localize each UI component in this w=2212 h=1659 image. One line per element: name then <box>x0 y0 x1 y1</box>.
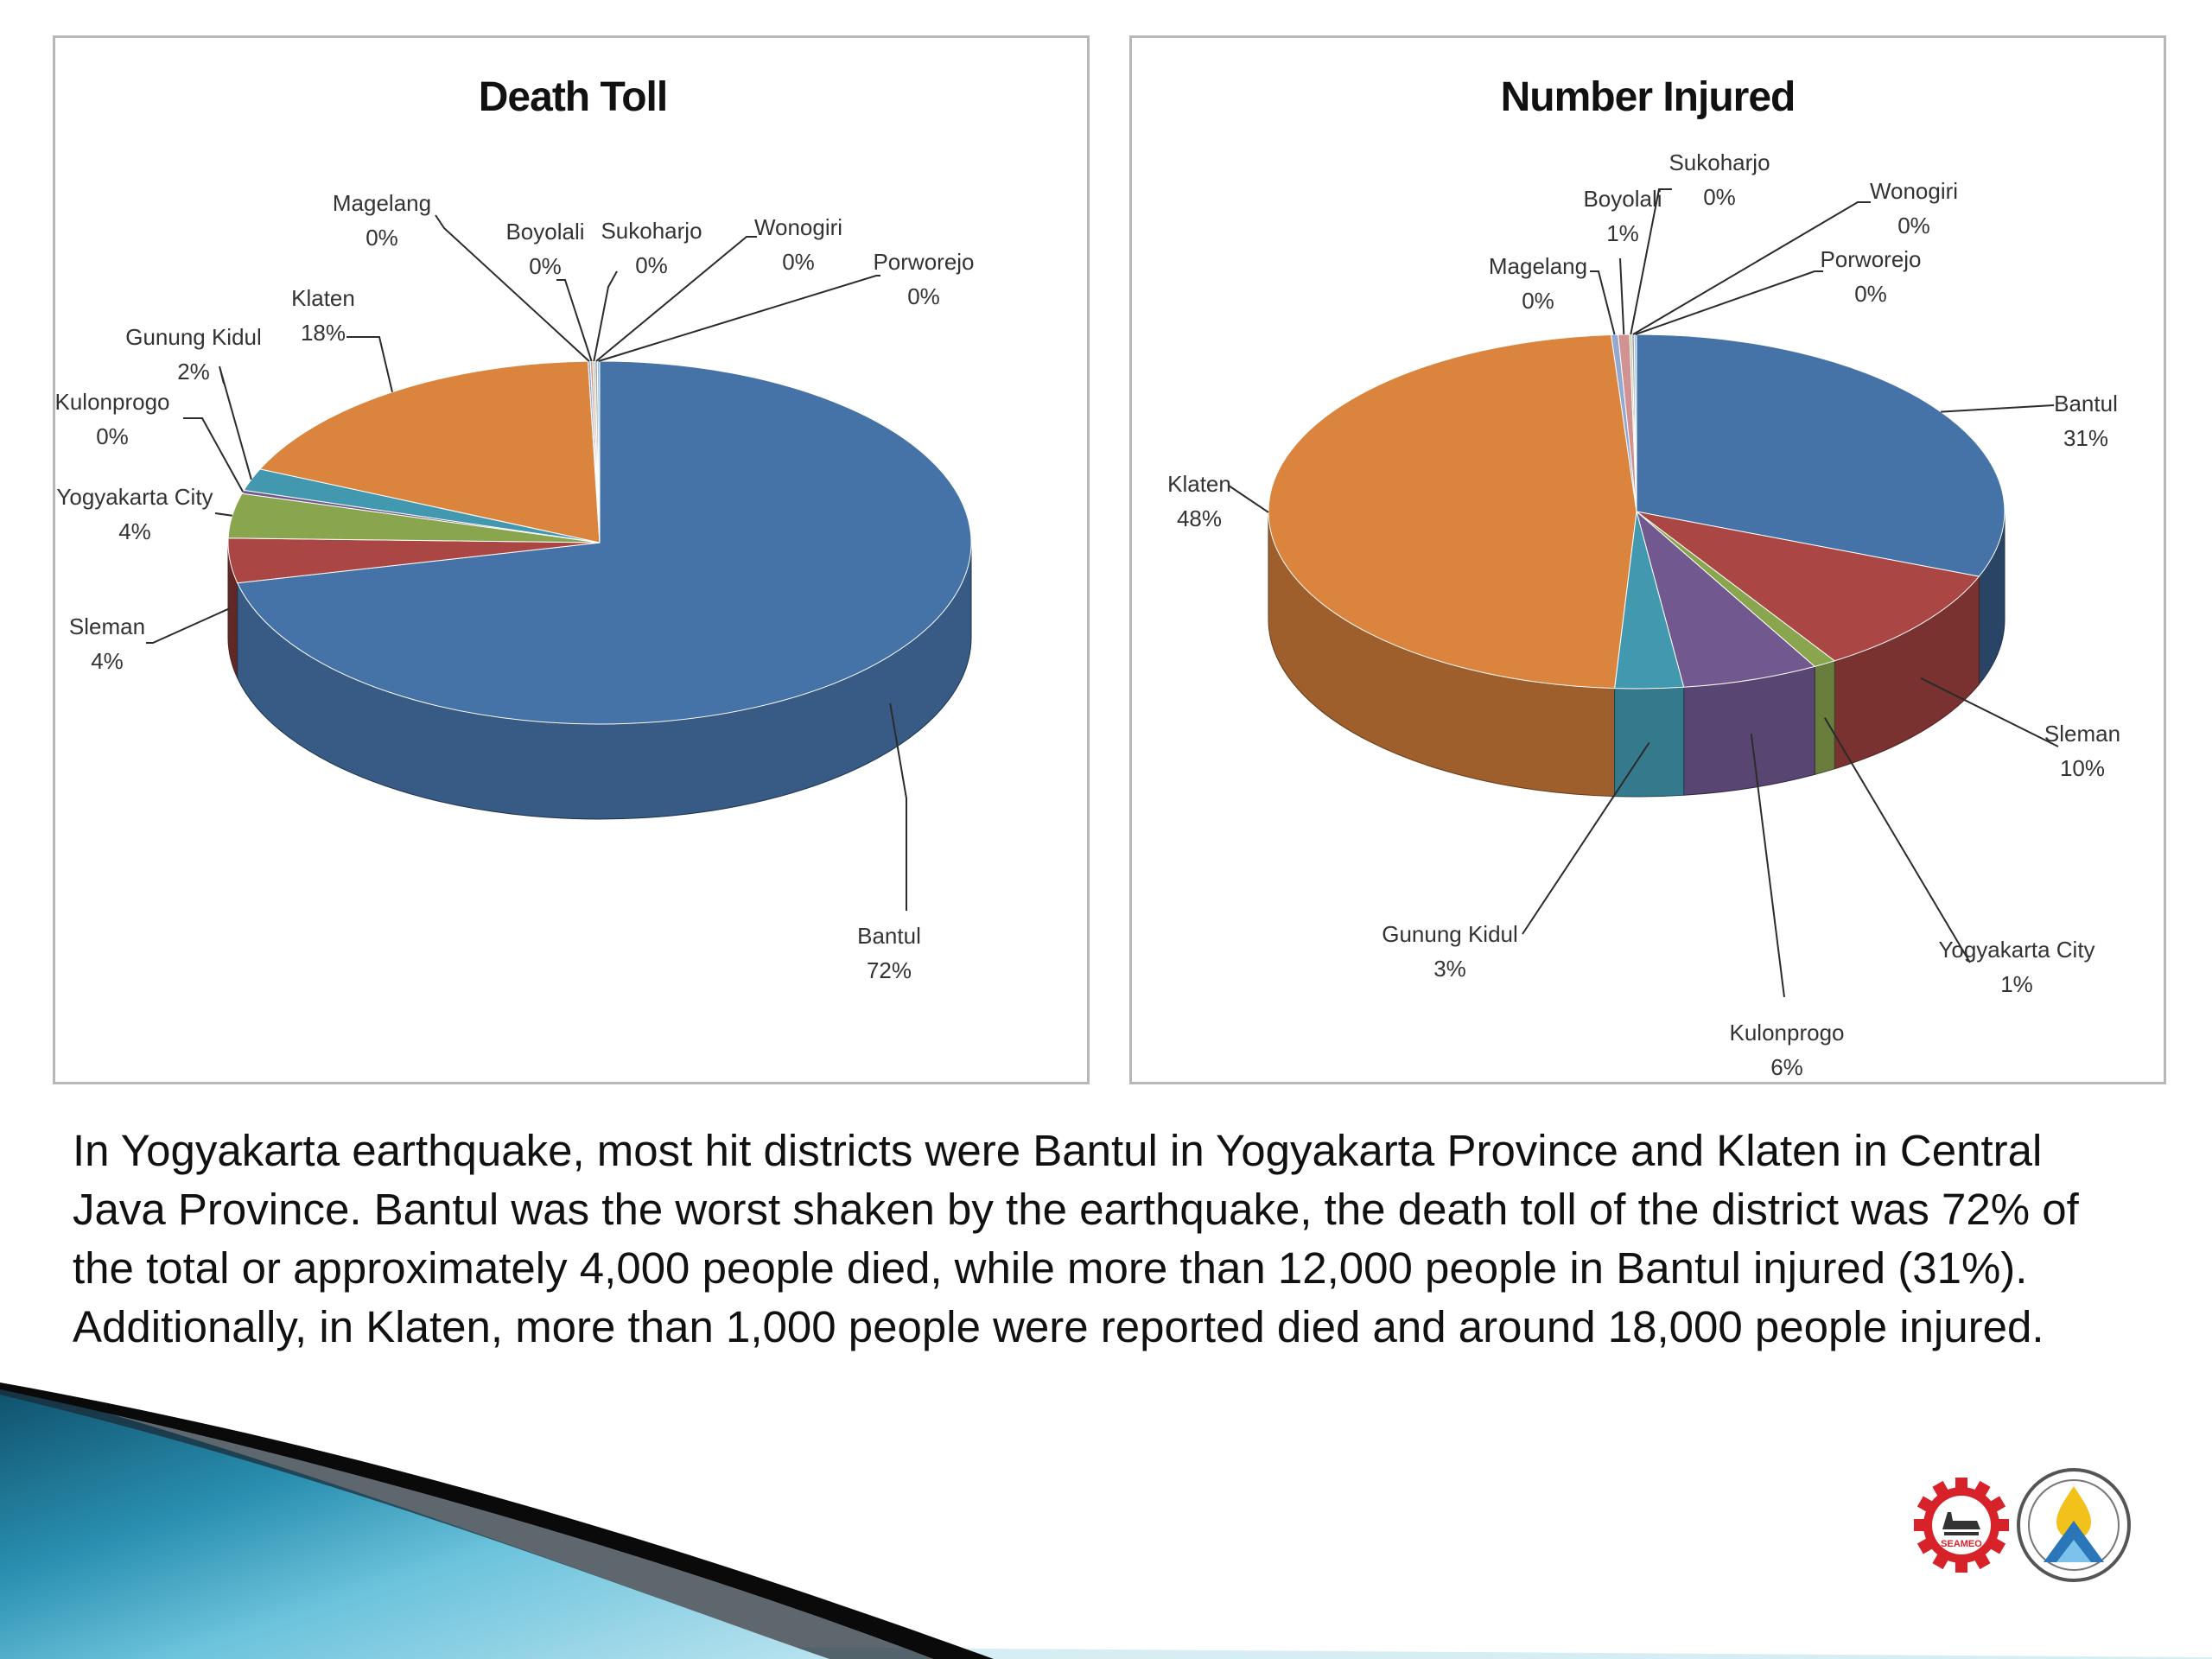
water-drop-mountain-icon <box>2017 1468 2131 1582</box>
caption-paragraph: In Yogyakarta earthquake, most hit distr… <box>73 1126 2079 1351</box>
leader-line-bantul <box>889 702 907 911</box>
slice-value-kulonprogo: 0% <box>96 423 129 449</box>
slice-value-gunung-kidul: 2% <box>177 359 210 385</box>
slice-value-bantul: 31% <box>2063 425 2108 451</box>
leader-line-magelang <box>435 214 590 362</box>
slice-value-boyolali: 0% <box>529 253 562 279</box>
slice-value-sleman: 4% <box>91 648 124 674</box>
leader-line-boyolali <box>556 279 593 362</box>
leader-line-magelang <box>1590 270 1616 335</box>
slice-value-magelang: 0% <box>365 225 398 251</box>
leader-line-yogyakarta-city <box>1823 717 1971 963</box>
slice-value-gunung-kidul: 3% <box>1433 956 1466 982</box>
slice-label-bantul: Bantul <box>2054 391 2118 416</box>
slice-label-yogyakarta-city: Yogyakarta City <box>1938 937 2094 963</box>
slice-value-sleman: 10% <box>2060 755 2105 781</box>
slice-label-porworejo: Porworejo <box>1820 246 1921 272</box>
leader-line-klaten <box>1228 485 1269 513</box>
leader-line-kulonprogo <box>183 417 245 493</box>
leader-line-sukoharjo <box>593 270 618 362</box>
slice-value-wonogiri: 0% <box>1897 213 1930 238</box>
slice-label-kulonprogo: Kulonprogo <box>1730 1020 1845 1046</box>
leader-line-gunung-kidul <box>219 365 252 480</box>
leader-line-gunung-kidul <box>1522 741 1650 935</box>
leader-line-sukoharjo <box>1630 188 1672 335</box>
number-injured-pie-chart: Number Injured Bantul 31% Sleman 10% Yogyaka… <box>1167 74 2120 1080</box>
chart-title: Death Toll <box>479 74 667 120</box>
slice-value-porworejo: 0% <box>907 283 940 309</box>
pie-side-yogyakarta-city <box>1814 660 1835 776</box>
slice-label-gunung-kidul: Gunung Kidul <box>125 324 262 350</box>
slice-label-bantul: Bantul <box>857 923 921 949</box>
seameo-logo: SEAMEO <box>1914 1478 2009 1573</box>
slice-label-sleman: Sleman <box>2044 721 2120 747</box>
number-injured-chart-panel: Number Injured Bantul 31% Sleman 10% Yogyaka… <box>1129 35 2166 1084</box>
pie-slice-bantul <box>1636 334 2005 577</box>
slice-value-boyolali: 1% <box>1606 220 1639 246</box>
slice-label-boyolali: Boyolali <box>505 219 584 245</box>
footer-black-stripe <box>0 1382 994 1659</box>
slice-label-yogyakarta-city: Yogyakarta City <box>56 484 213 510</box>
slice-label-kulonprogo: Kulonprogo <box>55 389 170 415</box>
logos: SEAMEO <box>1914 1468 2131 1582</box>
slice-label-wonogiri: Wonogiri <box>754 214 842 240</box>
leader-line-wonogiri <box>1632 201 1871 335</box>
slice-label-magelang: Magelang <box>1489 253 1587 279</box>
footer-decoration <box>0 1382 2212 1659</box>
slice-value-yogyakarta-city: 4% <box>118 518 151 544</box>
slice-label-boyolali: Boyolali <box>1583 186 1662 212</box>
seameo-logo-text: SEAMEO <box>1941 1539 1982 1549</box>
slice-label-gunung-kidul: Gunung Kidul <box>1382 921 1518 947</box>
slice-value-sukoharjo: 0% <box>635 252 668 278</box>
slice-label-sukoharjo: Sukoharjo <box>601 218 702 244</box>
leader-line-sleman <box>146 607 231 644</box>
slice-label-wonogiri: Wonogiri <box>1870 178 1958 204</box>
leader-line-sleman <box>1920 677 2059 747</box>
slice-value-kulonprogo: 6% <box>1770 1054 1803 1080</box>
slice-value-magelang: 0% <box>1522 288 1554 314</box>
leader-line-porworejo <box>598 275 880 362</box>
pie-slice-klaten <box>1268 334 1637 690</box>
pie-slice-kulonprogo <box>1636 510 1816 688</box>
slice-label-sleman: Sleman <box>69 613 145 639</box>
death-toll-pie-chart: Death Toll Bantul 72% Sleman 4% Yogyakarta C… <box>55 74 975 983</box>
slice-label-klaten: Klaten <box>1167 471 1231 497</box>
slice-value-wonogiri: 0% <box>782 249 815 275</box>
leader-line-porworejo <box>1635 270 1823 335</box>
footer-teal-wave <box>0 1382 830 1659</box>
slice-value-bantul: 72% <box>867 957 912 983</box>
pie-slice-sleman <box>1636 511 1980 662</box>
slice-value-yogyakarta-city: 1% <box>2000 971 2033 997</box>
pie-slice-klaten <box>259 360 601 543</box>
slice-label-sukoharjo: Sukoharjo <box>1669 149 1770 175</box>
slice-value-sukoharjo: 0% <box>1703 184 1736 210</box>
leader-line-yogyakarta-city <box>214 512 232 517</box>
death-toll-chart-panel: Death Toll Bantul 72% Sleman 4% Yogyakarta C… <box>53 35 1090 1084</box>
slice-label-magelang: Magelang <box>333 190 431 216</box>
slice-value-porworejo: 0% <box>1854 281 1887 307</box>
chart-title: Number Injured <box>1501 74 1796 120</box>
slice-value-klaten: 48% <box>1177 505 1222 531</box>
slice-label-porworejo: Porworejo <box>873 249 974 275</box>
pie-slice-bantul <box>237 360 972 725</box>
leader-line-kulonprogo <box>1750 734 1785 998</box>
leader-line-bantul <box>1941 404 2055 413</box>
slice-value-klaten: 18% <box>301 320 346 346</box>
leader-line-boyolali <box>1619 257 1625 335</box>
leader-line-klaten <box>346 336 393 392</box>
slice-label-klaten: Klaten <box>291 285 355 311</box>
leader-line-wonogiri <box>595 236 757 362</box>
